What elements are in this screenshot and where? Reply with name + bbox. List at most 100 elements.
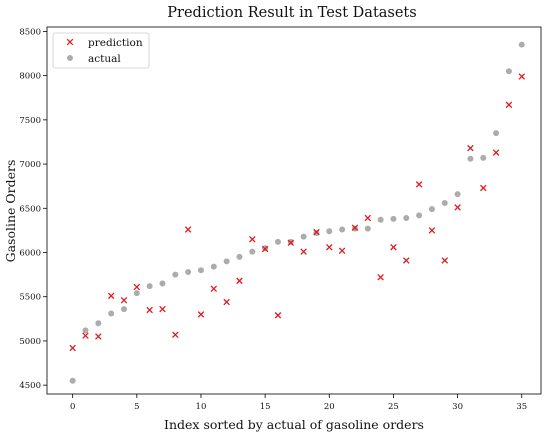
marker-stroke — [159, 305, 166, 313]
actual-point — [493, 130, 500, 137]
actual-point — [300, 233, 307, 240]
prediction-point — [261, 245, 269, 253]
y-tick-label: 5000 — [19, 337, 41, 347]
actual-point — [441, 199, 448, 206]
x-tick-label: 20 — [324, 402, 335, 412]
marker-stroke — [120, 297, 128, 304]
prediction-point — [184, 226, 192, 233]
actual-point — [108, 310, 115, 317]
prediction-point — [249, 235, 256, 243]
y-tick-label: 8500 — [19, 27, 41, 37]
actual-point — [146, 283, 153, 290]
series-layer — [69, 41, 526, 384]
prediction-point — [120, 297, 128, 304]
marker-stroke — [210, 285, 218, 293]
x-tick-label: 35 — [516, 402, 527, 412]
y-tick-label: 5500 — [19, 293, 41, 303]
prediction-point — [107, 292, 115, 300]
actual-point — [210, 263, 217, 270]
marker-stroke — [261, 245, 269, 253]
legend-marker-actual — [67, 55, 73, 61]
marker-stroke — [338, 247, 346, 254]
x-tick-label: 30 — [452, 402, 463, 412]
y-axis-label: Gasoline Orders — [3, 160, 18, 263]
x-axis: 0 5 10 15 20 25 30 35 — [70, 394, 527, 412]
actual-point — [120, 306, 127, 313]
prediction-point — [210, 285, 218, 293]
x-tick-label: 0 — [70, 402, 75, 412]
marker-stroke — [480, 184, 487, 192]
marker-stroke — [95, 333, 102, 340]
actual-point — [339, 226, 346, 233]
marker-stroke — [351, 224, 359, 232]
actual-point — [223, 258, 230, 265]
legend: prediction actual — [52, 32, 150, 69]
actual-point — [159, 280, 166, 287]
marker-stroke — [505, 101, 513, 109]
x-tick-label: 5 — [134, 402, 139, 412]
marker-stroke — [403, 257, 410, 264]
x-tick-label: 10 — [196, 402, 207, 412]
legend-label-actual: actual — [88, 53, 121, 65]
prediction-point — [197, 311, 205, 318]
prediction-point — [390, 243, 397, 251]
marker-stroke — [184, 226, 192, 233]
prediction-point — [415, 181, 423, 188]
marker-stroke — [223, 298, 230, 306]
marker-stroke — [66, 38, 74, 46]
actual-point — [249, 248, 256, 255]
prediction-point — [300, 248, 307, 255]
actual-point — [197, 267, 204, 274]
actual-point — [185, 268, 192, 275]
actual-point — [518, 41, 525, 48]
actual-point — [172, 271, 179, 278]
marker-stroke — [172, 331, 179, 339]
marker-stroke — [518, 73, 526, 80]
prediction-point — [82, 332, 89, 339]
legend-prediction-marker — [66, 38, 74, 46]
actual-point — [69, 377, 76, 384]
marker-stroke — [467, 144, 474, 152]
marker-stroke — [390, 243, 397, 251]
prediction-point — [172, 331, 179, 339]
actual-point — [274, 238, 281, 245]
actual-point — [377, 216, 384, 223]
legend-marker-prediction — [66, 38, 74, 46]
y-tick-label: 6000 — [19, 249, 41, 259]
prediction-point — [326, 243, 333, 251]
marker-stroke — [146, 306, 153, 314]
actual-point — [390, 215, 397, 222]
prediction-point — [236, 277, 243, 285]
marker-stroke — [107, 292, 115, 300]
marker-stroke — [428, 227, 436, 234]
x-tick-label: 25 — [388, 402, 399, 412]
prediction-point — [428, 227, 436, 234]
prediction-point — [274, 312, 282, 319]
actual-point — [505, 68, 512, 75]
marker-stroke — [492, 149, 500, 156]
marker-stroke — [364, 214, 372, 222]
actual-point — [133, 290, 140, 297]
prediction-point — [313, 228, 320, 236]
marker-stroke — [249, 235, 256, 243]
marker-stroke — [326, 243, 333, 251]
actual-point — [403, 215, 410, 222]
marker-stroke — [377, 274, 384, 281]
plot-area — [46, 26, 542, 395]
prediction-point — [223, 298, 230, 306]
y-axis: 4500 5000 5500 6000 6500 7000 7500 8000 8500 — [19, 27, 47, 391]
y-tick-label: 8000 — [19, 72, 41, 82]
x-axis-label: Index sorted by actual of gasoline order… — [164, 417, 424, 432]
prediction-point — [454, 204, 461, 211]
marker-stroke — [441, 257, 449, 264]
marker-stroke — [274, 312, 282, 319]
marker-stroke — [133, 283, 141, 291]
actual-point — [82, 327, 89, 334]
actual-point — [467, 155, 474, 162]
prediction-point — [146, 306, 153, 314]
y-tick-label: 7000 — [19, 160, 41, 170]
prediction-point — [287, 239, 295, 247]
prediction-point — [364, 214, 372, 222]
legend-label-prediction: prediction — [88, 37, 143, 49]
